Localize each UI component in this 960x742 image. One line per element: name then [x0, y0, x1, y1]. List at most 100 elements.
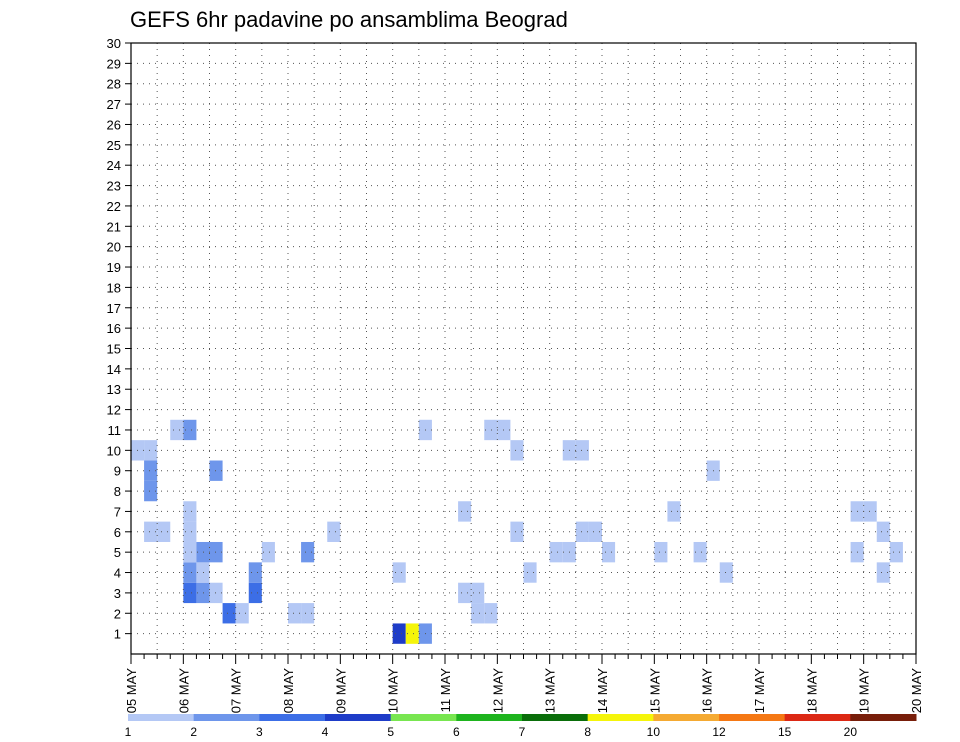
legend-label: 3 [256, 725, 263, 739]
y-axis: 1234567891011121314151617181920212223242… [107, 36, 131, 642]
y-tick-label: 30 [107, 36, 121, 51]
legend-swatch [128, 714, 195, 721]
legend-swatch [850, 714, 917, 721]
heatmap-cell [248, 582, 262, 604]
heatmap-cell [235, 603, 249, 624]
x-tick-label: 11 MAY [438, 668, 453, 713]
y-tick-label: 11 [108, 423, 122, 438]
x-axis: 05 MAY 06 MAY 07 MAY 08 MAY 09 MAY 10 MAY 11 M… [124, 654, 924, 713]
heatmap-cell [144, 521, 158, 542]
heatmap-cell [209, 541, 223, 563]
legend-swatch [784, 714, 851, 721]
heatmap-cell [405, 623, 419, 644]
y-tick-label: 2 [114, 606, 121, 621]
y-tick-label: 27 [107, 97, 121, 112]
y-tick-label: 22 [107, 199, 121, 214]
y-tick-label: 7 [114, 504, 121, 519]
legend-swatch [719, 714, 786, 721]
heatmap-cell [170, 419, 184, 441]
heatmap-cell [183, 521, 197, 542]
legend-label: 1 [125, 725, 132, 739]
heatmap-cell [196, 541, 210, 563]
heatmap-cell [392, 623, 406, 644]
cells-layer [131, 419, 903, 644]
x-tick-label: 05 MAY [124, 668, 139, 714]
y-tick-label: 13 [107, 382, 121, 397]
legend-label: 20 [844, 725, 858, 739]
y-tick-label: 29 [107, 56, 121, 71]
legend-label: 5 [387, 725, 394, 739]
heatmap-cell [209, 582, 223, 604]
x-tick-label: 15 MAY [647, 668, 662, 714]
chart-title: GEFS 6hr padavine po ansamblima Beograd [130, 7, 568, 32]
legend-label: 7 [519, 725, 526, 739]
heatmap-cell [575, 521, 589, 542]
heatmap-cell [458, 582, 472, 604]
y-tick-label: 24 [107, 158, 121, 173]
heatmap-cell [876, 521, 890, 542]
legend-swatch [456, 714, 523, 721]
y-tick-label: 1 [114, 627, 121, 642]
heatmap-cell [327, 521, 341, 542]
y-tick-label: 3 [114, 586, 121, 601]
heatmap-cell [183, 541, 197, 563]
heatmap-cell [183, 501, 197, 522]
heatmap-cell [248, 562, 262, 583]
legend-label: 15 [778, 725, 792, 739]
x-tick-label: 12 MAY [490, 668, 505, 714]
legend-swatch [193, 714, 260, 721]
y-tick-label: 12 [107, 403, 121, 418]
y-tick-label: 8 [114, 484, 121, 499]
legend-label: 4 [322, 725, 329, 739]
x-tick-label: 13 MAY [543, 668, 558, 714]
legend-swatch [522, 714, 589, 721]
x-tick-label: 06 MAY [176, 668, 191, 714]
heatmap-cell [602, 541, 616, 563]
y-tick-label: 19 [107, 260, 121, 275]
y-tick-label: 21 [107, 219, 121, 234]
heatmap-cell [261, 541, 275, 563]
heatmap-cell [458, 501, 472, 522]
y-tick-label: 5 [114, 545, 121, 560]
heatmap-cell [288, 603, 302, 624]
color-legend: 1 2 3 4 5 6 7 8 10 12 15 20 [125, 714, 917, 739]
heatmap-cell [667, 501, 681, 522]
y-tick-label: 26 [107, 117, 121, 132]
y-tick-label: 10 [107, 443, 121, 458]
y-tick-label: 9 [114, 464, 121, 479]
heatmap-cell [392, 562, 406, 583]
heatmap-cell [209, 460, 223, 481]
heatmap-cell [719, 562, 733, 583]
x-tick-label: 14 MAY [595, 668, 610, 714]
heatmap-cell [575, 440, 589, 461]
heatmap-cell [144, 440, 158, 461]
heatmap-cell [549, 541, 563, 563]
heatmap-cell [471, 603, 485, 624]
y-tick-label: 6 [114, 525, 121, 540]
x-tick-label: 09 MAY [333, 668, 348, 714]
legend-swatch [325, 714, 392, 721]
legend-swatch [390, 714, 457, 721]
x-tick-label: 18 MAY [804, 668, 819, 714]
heatmap-cell [523, 562, 537, 583]
heatmap-cell [183, 419, 197, 441]
x-tick-label: 08 MAY [281, 668, 296, 714]
y-tick-label: 28 [107, 77, 121, 92]
heatmap-cell [301, 603, 315, 624]
x-tick-label: 17 MAY [752, 668, 767, 714]
heatmap-cell [183, 562, 197, 583]
heatmap-cell [196, 562, 210, 583]
heatmap-cell [588, 521, 602, 542]
y-tick-label: 17 [107, 301, 121, 316]
heatmap-cell [301, 541, 315, 563]
legend-label: 10 [647, 725, 661, 739]
x-tick-label: 07 MAY [229, 668, 244, 714]
y-tick-label: 15 [107, 342, 121, 357]
legend-swatch [259, 714, 326, 721]
heatmap-cell [889, 541, 903, 563]
y-tick-label: 14 [107, 362, 121, 377]
heatmap-cell [471, 582, 485, 604]
legend-label: 6 [453, 725, 460, 739]
heatmap-cell [222, 603, 236, 624]
